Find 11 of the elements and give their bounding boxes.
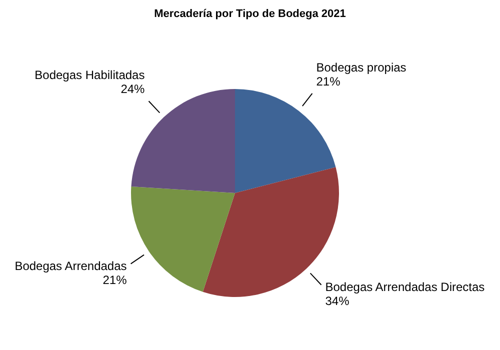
data-label: 21% [102,272,128,287]
data-label: 34% [325,294,350,308]
slice-label: Bodegas propias [316,60,406,74]
slice-label: Bodegas Habilitadas [34,68,145,82]
slice-label: Bodegas Arrendadas [14,258,127,273]
data-label: 24% [120,82,146,96]
pie-slice [235,89,336,193]
slice-label: Bodegas Arrendadas Directas [325,280,485,294]
pie-slice [131,186,235,292]
chart-title: Mercadería por Tipo de Bodega 2021 [153,8,347,22]
data-label: 21% [316,74,341,88]
